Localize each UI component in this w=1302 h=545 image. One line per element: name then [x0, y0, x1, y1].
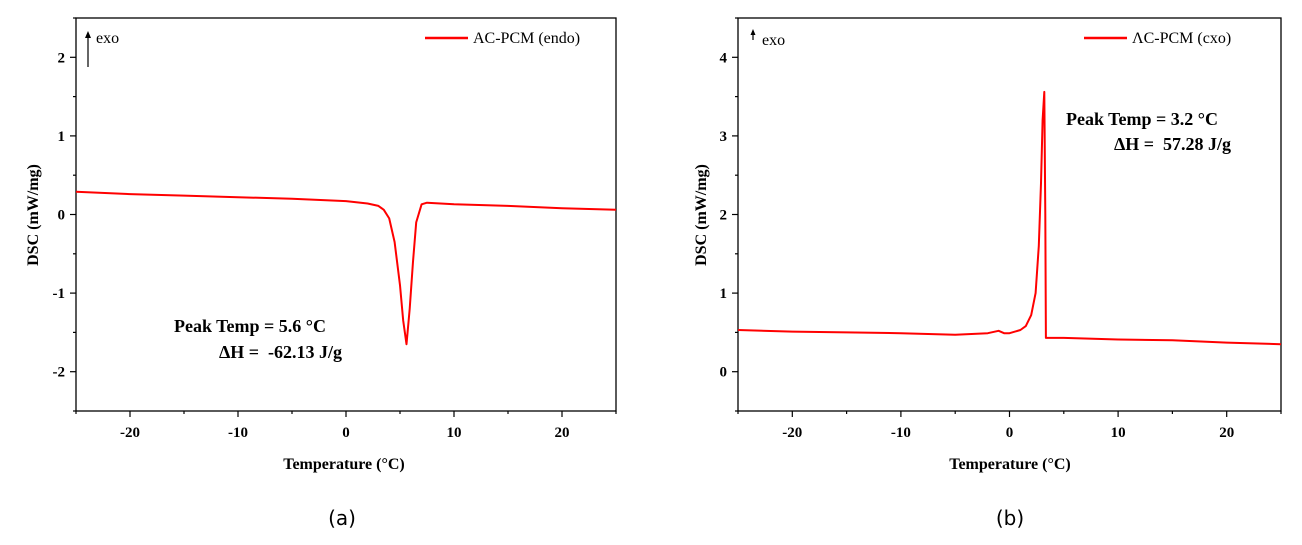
chart-a-frame	[75, 17, 617, 412]
chart-b-y-ticks: 0 1 2 3 4	[720, 17, 738, 412]
chart-a-y-tick-label: 0	[58, 208, 66, 224]
exo-arrowhead-icon	[85, 31, 91, 38]
chart-a-y-tick-label: 2	[58, 50, 66, 66]
chart-b-enthalpy-annotation: ΔH = 57.28 J/g	[1114, 134, 1231, 154]
chart-b-y-tick-label: 3	[720, 129, 728, 145]
chart-a-x-tick-label: 10	[447, 425, 462, 441]
chart-b-peak-annotation: Peak Temp = 3.2 °C	[1066, 109, 1218, 129]
exo-arrowhead-icon	[750, 29, 756, 35]
chart-b-y-tick-label: 0	[720, 365, 728, 381]
chart-b-x-tick-label: -10	[891, 425, 911, 441]
chart-a-legend: AC-PCM (endo)	[425, 30, 580, 47]
chart-b-y-axis-label: DSC (mW/mg)	[693, 164, 710, 266]
chart-b-series-line	[737, 90, 1282, 346]
chart-b-x-ticks: -20 -10 0 10 20	[737, 411, 1282, 441]
chart-b-x-tick-label: -20	[782, 425, 802, 441]
chart-a-y-axis-label: DSC (mW/mg)	[25, 164, 42, 266]
chart-b-x-axis-label: Temperature (°C)	[949, 456, 1070, 473]
chart-b-y-tick-label: 2	[720, 208, 728, 224]
chart-a-x-tick-label: -20	[120, 425, 140, 441]
chart-b-x-tick-label: 10	[1111, 425, 1126, 441]
chart-a-x-axis-label: Temperature (°C)	[283, 456, 404, 473]
chart-a-x-tick-label: 0	[342, 425, 350, 441]
chart-a-y-ticks: -2 -1 0 1 2	[53, 17, 76, 412]
chart-a-legend-label: AC-PCM (endo)	[473, 30, 580, 47]
chart-b-frame	[737, 17, 1282, 412]
chart-a-y-tick-label: 1	[58, 129, 66, 145]
chart-a-exo-label: exo	[96, 30, 119, 47]
chart-b-x-tick-label: 0	[1006, 425, 1014, 441]
chart-a-peak-annotation: Peak Temp = 5.6 °C	[174, 316, 326, 336]
panel-b-caption: (b)	[996, 506, 1024, 530]
chart-b: -20 -10 0 10 20 0 1 2 3 4 Temperature (°C) DSC (…	[693, 17, 1282, 530]
chart-a-x-tick-label: -10	[228, 425, 248, 441]
chart-b-legend-label: ΛC-PCM (cxo)	[1132, 30, 1231, 47]
chart-b-y-tick-label: 1	[720, 286, 728, 302]
panel-a-caption: (a)	[328, 506, 356, 530]
chart-a-y-tick-label: -1	[53, 286, 66, 302]
chart-a-enthalpy-annotation: ΔH = -62.13 J/g	[219, 342, 342, 362]
chart-a-exo-marker: exo	[85, 30, 119, 67]
chart-a-series-line	[75, 190, 617, 346]
chart-a-x-tick-label: 20	[555, 425, 570, 441]
chart-b-x-tick-label: 20	[1219, 425, 1234, 441]
chart-b-legend: ΛC-PCM (cxo)	[1084, 30, 1231, 47]
chart-a-y-tick-label: -2	[53, 365, 66, 381]
chart-b-exo-label: exo	[762, 32, 785, 49]
chart-b-exo-marker: exo	[750, 29, 785, 49]
chart-a-x-ticks: -20 -10 0 10 20	[75, 411, 617, 441]
chart-b-y-tick-label: 4	[720, 50, 728, 66]
